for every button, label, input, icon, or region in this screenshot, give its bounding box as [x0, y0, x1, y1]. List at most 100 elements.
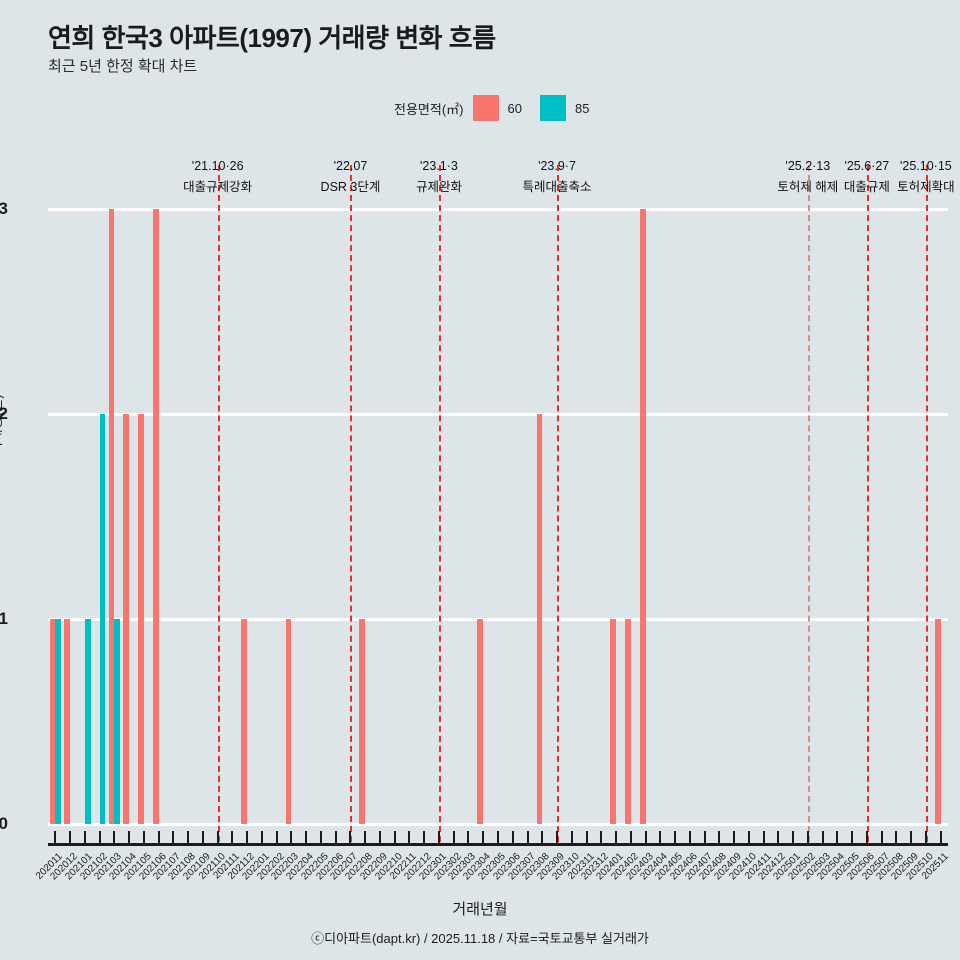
event-date-202110: '21.10·26	[191, 159, 244, 173]
bar-60-202112[interactable]	[241, 619, 248, 824]
event-line-202207	[350, 165, 353, 842]
x-tick-202410	[747, 831, 750, 844]
x-tick-202307	[526, 831, 529, 844]
event-line-202502	[807, 165, 810, 842]
bar-60-202203[interactable]	[285, 619, 292, 824]
event-label-202506: '25.6·27 대출규제	[844, 156, 890, 198]
x-tick-202011	[54, 831, 57, 844]
bar-60-202011[interactable]	[49, 619, 56, 824]
x-tick-202403	[644, 831, 647, 844]
event-date-202506: '25.6·27	[844, 159, 890, 173]
x-tick-202202	[275, 831, 278, 844]
x-tick-202212	[423, 831, 426, 844]
event-line-202506	[866, 165, 869, 842]
event-name-202110: 대출규제강화	[183, 180, 253, 194]
x-tick-202507	[880, 831, 883, 844]
event-name-202301: 규제완화	[415, 180, 462, 194]
bar-60-202104[interactable]	[123, 414, 130, 824]
event-date-202502: '25.2·13	[785, 159, 831, 173]
bar-60-202103[interactable]	[108, 209, 115, 824]
x-tick-202411	[762, 831, 765, 844]
gridline-y-3	[48, 207, 948, 211]
x-tick-202103	[113, 831, 116, 844]
x-tick-202508	[895, 831, 898, 844]
bar-85-202101[interactable]	[84, 619, 91, 824]
x-tick-202209	[378, 831, 381, 844]
x-tick-202112	[246, 831, 249, 844]
bar-60-202401[interactable]	[610, 619, 617, 824]
x-tick-202305	[497, 831, 499, 844]
bar-60-202403[interactable]	[639, 209, 646, 824]
x-tick-202412	[777, 831, 780, 844]
x-tick-202402	[629, 831, 632, 844]
x-tick-202108	[187, 831, 190, 844]
x-tick-202406	[688, 831, 691, 844]
x-tick-202203	[290, 831, 293, 844]
right-edge-clip	[948, 150, 960, 210]
event-name-202502: 토허제 해제	[777, 180, 839, 194]
event-label-202309: '23.9·7 특례대출축소	[523, 156, 592, 198]
bar-60-202105[interactable]	[138, 414, 144, 824]
plot-area	[48, 207, 948, 826]
x-tick-202408	[718, 831, 721, 844]
x-tick-202107	[172, 831, 175, 844]
x-tick-202308	[541, 831, 544, 844]
bar-85-202102[interactable]	[99, 414, 106, 824]
event-label-202502: '25.2·13 토허제 해제	[777, 156, 838, 198]
x-tick-202504	[836, 831, 839, 844]
x-axis-title: 거래년월	[452, 901, 508, 918]
bar-85-202011[interactable]	[55, 619, 62, 824]
x-tick-202303	[467, 831, 470, 844]
x-tick-202311	[585, 831, 588, 844]
event-label-202110: '21.10·26 대출규제강화	[183, 156, 252, 198]
legend-label-85: 85	[574, 100, 590, 116]
bar-60-202106[interactable]	[152, 209, 159, 824]
x-tick-202409	[733, 831, 736, 844]
gridline-y-0	[48, 822, 948, 826]
x-tick-202405	[674, 831, 677, 844]
y-axis-title: 거래량(건)	[0, 394, 4, 455]
x-tick-202510	[924, 831, 927, 844]
x-tick-202104	[128, 831, 131, 844]
event-date-202301: '23.1·3	[420, 159, 458, 173]
x-tick-202101	[83, 831, 86, 844]
bar-60-202208[interactable]	[359, 619, 366, 824]
x-axis-line	[48, 843, 948, 846]
x-tick-202407	[703, 831, 706, 844]
x-tick-202206	[334, 831, 337, 844]
event-date-202207: '22.07	[333, 159, 368, 173]
bar-60-202012[interactable]	[64, 619, 71, 824]
x-tick-202106	[157, 831, 160, 844]
gridline-y-1	[48, 617, 948, 621]
bar-60-202511[interactable]	[934, 619, 941, 824]
x-tick-202205	[319, 831, 322, 844]
bar-60-202308[interactable]	[536, 414, 543, 824]
event-label-202301: '23.1·3 규제완화	[416, 156, 462, 198]
event-name-202506: 대출규제	[843, 180, 890, 194]
x-tick-202505	[851, 831, 854, 844]
bar-60-202402[interactable]	[625, 619, 631, 824]
x-tick-202304	[482, 831, 485, 844]
x-tick-202312	[600, 831, 603, 844]
x-tick-202210	[393, 831, 396, 844]
x-tick-202208	[364, 831, 367, 844]
legend-swatch-60[interactable]	[472, 95, 499, 121]
x-tick-202509	[910, 831, 913, 844]
x-tick-202502	[806, 831, 809, 844]
bar-60-202304[interactable]	[477, 619, 484, 824]
event-date-202510: '25.10·15	[899, 159, 952, 173]
legend-swatch-85[interactable]	[539, 95, 566, 121]
legend-label-60: 60	[507, 100, 522, 116]
x-tick-202301	[437, 831, 440, 844]
x-tick-202310	[570, 831, 573, 844]
chart-legend: 전용면적(㎡) 60 85	[394, 95, 598, 121]
event-name-202207: DSR 3단계	[320, 180, 381, 194]
x-tick-202102	[98, 831, 101, 844]
bar-85-202103[interactable]	[114, 619, 121, 824]
x-tick-202401	[615, 831, 618, 844]
event-line-202110	[217, 165, 220, 842]
x-tick-202109	[201, 831, 204, 844]
event-line-202309	[557, 165, 560, 842]
x-tick-202105	[142, 831, 145, 844]
y-tick-label-3: 3	[0, 199, 8, 218]
